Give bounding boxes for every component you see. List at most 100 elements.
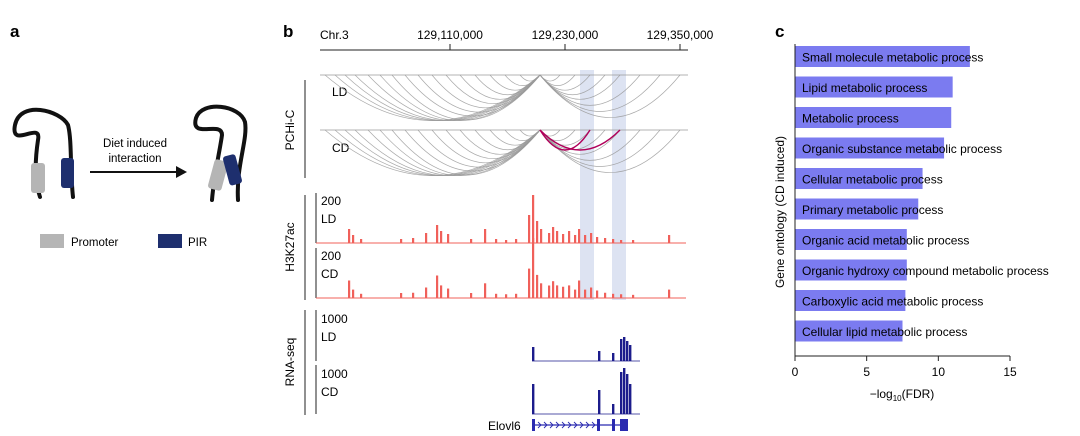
chevron-right-icon: [537, 421, 542, 429]
signal-peak: [360, 239, 363, 243]
signal-peak: [425, 287, 428, 298]
pchic-arcs-ld: [324, 74, 681, 121]
signal-peak: [447, 234, 450, 243]
signal-peak: [470, 293, 473, 298]
h3k27ac-group-label: H3K27ac: [283, 222, 297, 271]
signal-peak: [425, 233, 428, 243]
interaction-arc: [324, 129, 541, 176]
bar: [795, 320, 903, 342]
signal-peak: [612, 293, 615, 298]
signal-peak: [596, 290, 599, 298]
signal-peak: [552, 227, 555, 243]
signal-peak: [584, 235, 587, 243]
signal-peak: [574, 235, 577, 243]
arrow-label-line2: interaction: [108, 153, 161, 165]
signal-peak: [528, 268, 531, 298]
expression-bar: [629, 384, 632, 414]
signal-peak: [562, 286, 565, 298]
interaction-arc: [489, 129, 541, 146]
x-tick-label: 15: [1003, 365, 1017, 379]
interaction-arc: [489, 74, 541, 91]
panel-c: c Gene ontology (CD induced) Small molec…: [773, 22, 1049, 403]
signal-peak: [515, 239, 518, 243]
interaction-arc: [324, 74, 541, 121]
interaction-arc: [504, 74, 541, 86]
bar-chart: Small molecule metabolic process Lipid me…: [795, 46, 1049, 342]
signal-peak: [484, 229, 487, 243]
condition-label-ld: LD: [332, 85, 348, 99]
bar-category-label: Carboxylic acid metabolic process: [802, 295, 983, 309]
condition-label-ld: LD: [321, 212, 337, 226]
chevron-right-icon: [561, 421, 566, 429]
signal-peak: [568, 231, 571, 243]
chevron-right-icon: [585, 421, 590, 429]
signal-peak: [596, 237, 599, 243]
signal-peak: [495, 239, 498, 243]
pchic-track-ld: LD: [320, 74, 688, 121]
panel-c-letter: c: [775, 22, 784, 41]
expression-bar: [532, 347, 535, 361]
bar-category-label: Organic hydroxy compound metabolic proce…: [802, 264, 1049, 278]
signal-peak: [568, 285, 571, 298]
bar: [795, 259, 907, 281]
pir-block: [222, 154, 242, 186]
signal-peak: [440, 285, 443, 298]
diet-induced-arrow: Diet induced interaction: [90, 138, 187, 178]
condition-label-cd: CD: [321, 385, 339, 399]
panel-a: a Diet induced interaction Promoter PIR: [10, 22, 248, 249]
chevron-right-icon: [549, 421, 554, 429]
chevron-right-icon: [591, 421, 596, 429]
expression-bar: [532, 384, 535, 414]
x-axis-ticks: 0 5 10 15: [792, 356, 1017, 379]
genomic-axis: Chr.3 129,110,000 129,230,000 129,350,00…: [320, 28, 714, 51]
expression-bar: [598, 351, 601, 361]
chevron-right-icon: [579, 421, 584, 429]
pchic-group-label: PCHi-C: [283, 109, 297, 150]
panel-b: b Chr.3 129,110,000 129,230,000 129,350,…: [283, 22, 714, 433]
expression-bar: [623, 368, 626, 414]
interaction-arc: [539, 129, 661, 167]
signal-peak: [495, 293, 498, 298]
bar: [795, 290, 906, 311]
exon: [597, 419, 600, 431]
signal-peak: [632, 294, 635, 298]
coord-tick-label: 129,230,000: [532, 28, 599, 42]
signal-peak: [400, 239, 403, 243]
condition-label-ld: LD: [321, 330, 337, 344]
signal-peak: [668, 289, 671, 298]
signal-peak: [348, 229, 351, 243]
arrow-label-line1: Diet induced: [103, 138, 167, 150]
pchic-track-cd: CD: [320, 129, 688, 176]
pir-block: [61, 158, 74, 188]
h3k27ac-track-cd: 200 CD: [315, 238, 686, 299]
signal-peak: [590, 287, 593, 298]
rnaseq-track-cd: 1000 CD: [315, 365, 640, 415]
expression-bar: [629, 345, 632, 361]
chevron-right-icon: [543, 421, 548, 429]
track-group-h3k27ac: H3K27ac: [283, 195, 306, 300]
signal-peak: [352, 289, 355, 298]
highlight-region: [612, 70, 626, 300]
legend: Promoter PIR: [40, 234, 207, 249]
panel-a-letter: a: [10, 22, 20, 41]
bar: [795, 46, 970, 67]
expression-bar: [612, 404, 615, 414]
expression-bar: [620, 339, 623, 361]
signal-peak: [400, 293, 403, 298]
signal-peak: [612, 239, 615, 243]
chromatin-loop-before: [12, 107, 75, 199]
bar-category-label: Small molecule metabolic process: [802, 51, 983, 65]
signal-peak: [436, 275, 439, 298]
bar-category-label: Cellular lipid metabolic process: [802, 325, 967, 339]
signal-peak: [540, 229, 543, 243]
interaction-arc: [504, 129, 541, 141]
chevron-right-icon: [573, 421, 578, 429]
promoter-block: [208, 159, 228, 191]
x-tick-label: 10: [932, 365, 946, 379]
signal-peak: [532, 238, 535, 298]
interaction-arc: [519, 129, 541, 137]
signal-peak: [668, 235, 671, 243]
track-group-rnaseq: RNA-seq: [283, 310, 306, 415]
interaction-arc: [539, 129, 681, 173]
